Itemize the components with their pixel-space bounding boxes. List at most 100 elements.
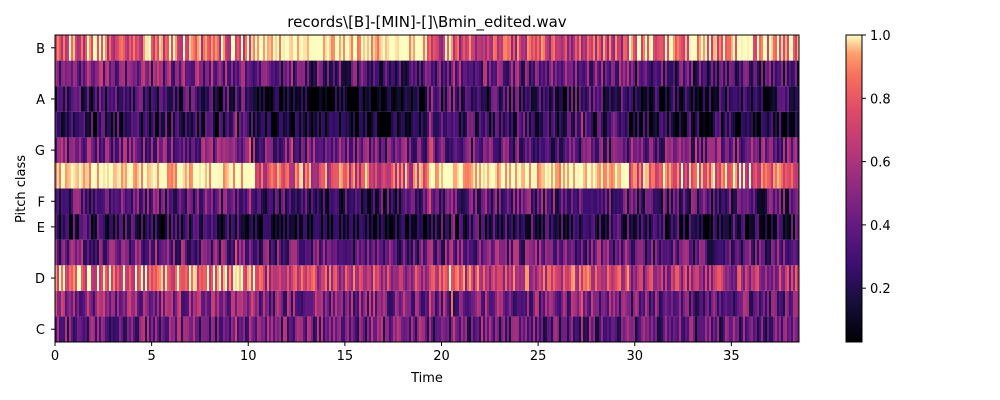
heatmap-cell: [615, 188, 618, 215]
heatmap-cell: [585, 239, 588, 266]
heatmap-cell: [277, 290, 280, 317]
heatmap-cell: [427, 214, 430, 240]
heatmap-cell: [655, 111, 658, 138]
heatmap-cell: [543, 35, 546, 61]
heatmap-cell: [791, 111, 794, 138]
heatmap-cell: [529, 137, 532, 163]
heatmap-cell: [665, 162, 668, 189]
heatmap-cell: [391, 290, 394, 317]
heatmap-cell: [639, 188, 642, 215]
heatmap-cell: [471, 111, 474, 138]
heatmap-cell: [359, 35, 362, 61]
heatmap-cell: [393, 86, 396, 112]
heatmap-cell: [755, 188, 758, 215]
heatmap-cell: [737, 111, 740, 138]
heatmap-cell: [129, 60, 132, 87]
heatmap-cell: [563, 60, 566, 87]
heatmap-cell: [441, 214, 444, 240]
heatmap-cell: [119, 290, 122, 317]
heatmap-cell: [795, 137, 798, 163]
heatmap-cell: [641, 162, 644, 189]
heatmap-cell: [253, 35, 256, 61]
heatmap-cell: [409, 265, 412, 291]
heatmap-cell: [213, 316, 216, 342]
heatmap-cell: [611, 162, 614, 189]
heatmap-cell: [369, 265, 372, 291]
heatmap-cell: [523, 86, 526, 112]
heatmap-cell: [473, 239, 476, 266]
heatmap-cell: [703, 290, 706, 317]
heatmap-cell: [357, 214, 360, 240]
heatmap-cell: [695, 137, 698, 163]
heatmap-cell: [157, 316, 160, 342]
heatmap-cell: [189, 316, 192, 342]
heatmap-cell: [353, 290, 356, 317]
heatmap-cell: [493, 162, 496, 189]
heatmap-cell: [755, 239, 758, 266]
heatmap-cell: [133, 111, 136, 138]
heatmap-cell: [251, 86, 254, 112]
heatmap-cell: [77, 35, 80, 61]
heatmap-cell: [261, 316, 264, 342]
heatmap-cell: [439, 86, 442, 112]
heatmap-cell: [163, 290, 166, 317]
heatmap-cell: [589, 316, 592, 342]
heatmap-cell: [345, 214, 348, 240]
heatmap-cell: [761, 188, 764, 215]
heatmap-cell: [193, 188, 196, 215]
heatmap-cell: [785, 137, 788, 163]
heatmap-cell: [585, 265, 588, 291]
heatmap-cell: [349, 111, 352, 138]
heatmap-cell: [655, 35, 658, 61]
heatmap-cell: [131, 60, 134, 87]
heatmap-cell: [57, 188, 60, 215]
heatmap-cell: [159, 111, 162, 138]
heatmap-cell: [431, 290, 434, 317]
heatmap-cell: [267, 290, 270, 317]
heatmap-cell: [487, 162, 490, 189]
heatmap-cell: [721, 137, 724, 163]
heatmap-cell: [339, 239, 342, 266]
heatmap-cell: [607, 290, 610, 317]
heatmap-cell: [717, 137, 720, 163]
heatmap-cell: [551, 214, 554, 240]
heatmap-cell: [633, 111, 636, 138]
heatmap-cell: [455, 35, 458, 61]
heatmap-cell: [447, 265, 450, 291]
heatmap-cell: [397, 86, 400, 112]
heatmap-cell: [793, 60, 796, 87]
heatmap-cell: [109, 86, 112, 112]
heatmap-cell: [333, 239, 336, 266]
heatmap-cell: [687, 265, 690, 291]
heatmap-cell: [729, 35, 732, 61]
heatmap-cell: [699, 111, 702, 138]
heatmap-cell: [789, 35, 792, 61]
heatmap-cell: [415, 162, 418, 189]
heatmap-cell: [477, 111, 480, 138]
heatmap-cell: [389, 265, 392, 291]
heatmap-cell: [127, 316, 130, 342]
heatmap-cell: [547, 188, 550, 215]
heatmap-cell: [527, 290, 530, 317]
heatmap-cell: [157, 162, 160, 189]
heatmap-cell: [301, 86, 304, 112]
heatmap-cell: [139, 290, 142, 317]
heatmap-cell: [417, 60, 420, 87]
heatmap-cell: [237, 86, 240, 112]
heatmap-cell: [223, 316, 226, 342]
heatmap-cell: [239, 60, 242, 87]
heatmap-cell: [83, 137, 86, 163]
heatmap-cell: [789, 60, 792, 87]
heatmap-cell: [757, 86, 760, 112]
heatmap-cell: [785, 316, 788, 342]
heatmap-cell: [387, 162, 390, 189]
heatmap-cell: [511, 214, 514, 240]
heatmap-cell: [241, 35, 244, 61]
heatmap-cell: [665, 265, 668, 291]
heatmap-cell: [333, 111, 336, 138]
heatmap-cell: [791, 214, 794, 240]
heatmap-cell: [617, 188, 620, 215]
heatmap-cell: [71, 316, 74, 342]
heatmap-cell: [779, 60, 782, 87]
heatmap-cell: [157, 239, 160, 266]
